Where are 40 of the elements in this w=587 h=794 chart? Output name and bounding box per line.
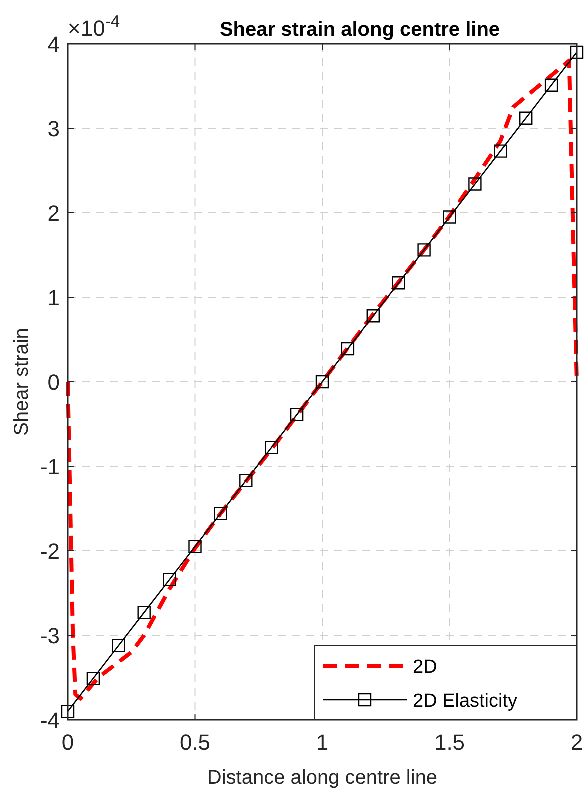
point	[290, 408, 304, 422]
point	[443, 210, 456, 224]
y-tick-label: 0	[48, 370, 60, 395]
x-tick-label: 2	[570, 730, 584, 755]
y-axis-title: Shear strain	[11, 328, 33, 436]
point	[61, 704, 75, 718]
legend-label: 2D Elasticity	[413, 691, 518, 712]
x-tick-label: 0.5	[180, 730, 211, 755]
y-tick-label: 4	[48, 32, 60, 57]
point	[520, 112, 533, 125]
point	[86, 672, 100, 686]
point	[418, 244, 431, 257]
y-tick-label: 2	[48, 201, 60, 226]
point	[341, 342, 355, 356]
point	[494, 144, 508, 158]
legend-label: 2D	[413, 657, 438, 678]
point	[265, 441, 278, 455]
point	[392, 276, 406, 290]
point	[138, 606, 151, 620]
x-axis-title: Distance along centre line	[207, 767, 438, 789]
chart-title: Shear strain along centre line	[220, 19, 500, 41]
point	[240, 474, 253, 488]
text: ×10$^{-4}$	[68, 13, 120, 41]
point	[188, 540, 202, 554]
point	[316, 375, 330, 389]
y-tick-label: -2	[40, 539, 60, 564]
point	[468, 178, 482, 191]
point	[214, 507, 228, 520]
point	[544, 78, 558, 92]
point	[163, 573, 176, 586]
x-tick-label: 1	[316, 730, 329, 755]
x-tick-label: 1.5	[434, 730, 466, 755]
y-tick-label: 1	[48, 286, 60, 310]
point	[366, 309, 380, 323]
point	[570, 46, 584, 60]
y-tick-label: -3	[40, 624, 60, 648]
y-tick-label: -1	[40, 454, 60, 480]
point	[112, 639, 126, 652]
y-tick-label: -4	[40, 708, 60, 733]
y-tick-label: 3	[48, 116, 60, 142]
